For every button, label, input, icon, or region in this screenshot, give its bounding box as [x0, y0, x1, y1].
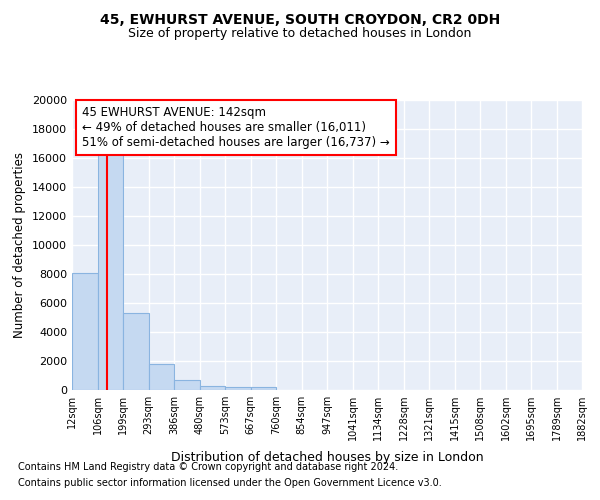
Bar [251, 387, 276, 390]
Text: Contains HM Land Registry data © Crown copyright and database right 2024.: Contains HM Land Registry data © Crown c… [18, 462, 398, 472]
Bar [72, 272, 98, 390]
Bar [174, 380, 200, 390]
Text: Size of property relative to detached houses in London: Size of property relative to detached ho… [128, 28, 472, 40]
Text: Contains public sector information licensed under the Open Government Licence v3: Contains public sector information licen… [18, 478, 442, 488]
Bar [200, 386, 225, 390]
Bar [98, 150, 123, 390]
Y-axis label: Number of detached properties: Number of detached properties [13, 152, 26, 338]
Bar [225, 387, 251, 390]
Text: 45 EWHURST AVENUE: 142sqm
← 49% of detached houses are smaller (16,011)
51% of s: 45 EWHURST AVENUE: 142sqm ← 49% of detac… [82, 106, 390, 149]
Text: 45, EWHURST AVENUE, SOUTH CROYDON, CR2 0DH: 45, EWHURST AVENUE, SOUTH CROYDON, CR2 0… [100, 12, 500, 26]
Bar [123, 313, 149, 390]
Bar [149, 364, 174, 390]
X-axis label: Distribution of detached houses by size in London: Distribution of detached houses by size … [170, 452, 484, 464]
